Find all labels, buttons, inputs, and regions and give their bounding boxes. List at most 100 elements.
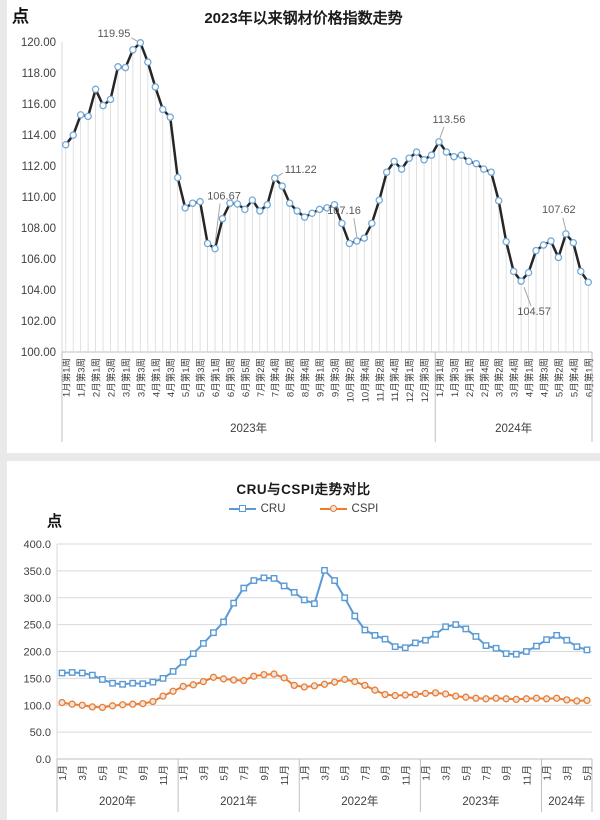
x-tick-label: 5月第2周 [553, 358, 565, 397]
series-CRU [58, 566, 591, 688]
x-tick-label: 7月第2周 [255, 358, 267, 397]
x-tick-label: 6月第3周 [225, 358, 237, 397]
y-tick-label: 112.00 [22, 161, 56, 173]
x-tick-label: 3月 [198, 765, 210, 781]
x-tick-label: 12月第1周 [404, 358, 416, 402]
x-tick-label: 5月 [582, 765, 594, 781]
y-tick-label: 150.0 [23, 673, 51, 685]
x-tick-label: 6月第1周 [210, 358, 222, 397]
x-tick-label: 2月第4周 [479, 358, 491, 397]
x-tick-label: 9月第1周 [315, 358, 327, 397]
x-tick-label: 1月 [178, 765, 190, 781]
x-tick-label: 8月第2周 [285, 358, 297, 397]
x-tick-label: 3月第2周 [494, 358, 506, 397]
year-group-label: 2022年 [341, 794, 378, 808]
x-tick-label: 5月 [219, 765, 231, 781]
legend-item-cru: CRU [228, 503, 286, 515]
y-tick-label: 120.00 [21, 37, 56, 49]
x-tick-label: 11月 [279, 765, 291, 785]
y-tick-label: 104.00 [21, 285, 56, 297]
cru-line-swatch-icon [228, 505, 256, 513]
x-tick-label: 7月 [239, 765, 251, 781]
plot-area: 120.00 118.00 116.00 114.00 112.00 110.00 108.… [21, 28, 595, 442]
legend-label-cspi: CSPI [351, 503, 379, 515]
y-tick-label: 200.0 [23, 647, 51, 659]
y-tick-label: 350.0 [23, 566, 51, 578]
y-axis-title-bottom: 点 [47, 513, 63, 530]
x-tick-label: 1月第3周 [76, 358, 88, 397]
y-tick-label: 118.00 [22, 68, 56, 80]
x-tick-label: 5月第1周 [180, 358, 192, 397]
x-tick-label: 9月 [380, 765, 392, 781]
x-tick-label: 1月第3周 [449, 358, 461, 397]
x-tick-label: 2月第1周 [91, 358, 103, 397]
x-tick-label: 2月第3周 [106, 358, 118, 397]
x-tick-label: 11月 [158, 765, 170, 785]
data-label: 106.67 [207, 191, 241, 203]
cru-cspi-chart-card: 点 CRU与CSPI走势对比 CRU CSPI 400.0 350.0 300.0 2… [7, 461, 600, 820]
x-tick-label: 9月 [138, 765, 150, 781]
x-tick-label: 10月第4周 [359, 358, 371, 402]
x-tick-label: 1月 [542, 765, 554, 781]
year-group-label: 2024年 [495, 421, 532, 435]
x-tick-label: 5月第3周 [195, 358, 207, 397]
y-tick-label: 116.00 [22, 99, 56, 111]
x-tick-label: 7月第4周 [270, 358, 282, 397]
x-tick-label: 3月第3周 [135, 358, 147, 397]
x-tick-label: 1月第1周 [61, 358, 73, 397]
x-tick-label: 1月第1周 [434, 358, 446, 397]
x-tick-label: 5月 [340, 765, 352, 781]
y-tick-label: 50.0 [30, 727, 51, 739]
steel-chart-canvas: 120.00 118.00 116.00 114.00 112.00 110.00 108.… [21, 28, 595, 442]
y-tick-label: 250.0 [23, 620, 51, 632]
x-tick-label: 10月第2周 [344, 358, 356, 402]
x-tick-label: 12月第3周 [419, 358, 431, 402]
y-tick-label: 400.0 [23, 539, 51, 551]
y-tick-label: 106.00 [21, 254, 56, 266]
x-tick-label: 5月 [461, 765, 473, 781]
x-tick-label: 4月第3周 [538, 358, 550, 397]
x-tick-label: 9月 [501, 765, 513, 781]
x-tick-label: 2月第1周 [464, 358, 476, 397]
series-钢材价格指数 [61, 39, 593, 286]
x-tick-label: 11月 [400, 765, 412, 785]
data-label: 113.56 [433, 114, 466, 126]
x-tick-label: 4月第3周 [165, 358, 177, 397]
x-tick-label: 7月 [118, 765, 130, 781]
year-group-label: 2020年 [99, 794, 136, 808]
cru-cspi-chart-canvas: 400.0 350.0 300.0 250.0 200.0 150.0 100.0 50.0 0… [23, 539, 594, 812]
x-tick-label: 3月 [562, 765, 574, 781]
y-tick-label: 300.0 [23, 593, 51, 605]
y-tick-label: 114.00 [22, 130, 56, 142]
data-label: 107.16 [327, 205, 361, 217]
cspi-line-swatch-icon [319, 505, 347, 513]
x-tick-label: 9月 [259, 765, 271, 781]
cru-cspi-chart-title: CRU与CSPI走势对比 [236, 482, 371, 497]
x-tick-label: 11月 [521, 765, 533, 785]
year-group-label: 2023年 [230, 421, 267, 435]
x-tick-label: 9月第3周 [329, 358, 341, 397]
x-tick-label: 1月 [299, 765, 311, 781]
x-tick-label: 5月 [97, 765, 109, 781]
data-label: 119.95 [98, 28, 131, 40]
steel-chart-title: 2023年以来钢材价格指数走势 [204, 10, 403, 27]
y-tick-label: 108.00 [21, 223, 56, 235]
legend-label-cru: CRU [260, 503, 286, 515]
plot-area: 400.0 350.0 300.0 250.0 200.0 150.0 100.0 50.0 0… [23, 539, 594, 812]
y-tick-label: 100.0 [23, 700, 51, 712]
x-tick-label: 5月第4周 [568, 358, 580, 397]
data-label: 111.22 [285, 164, 317, 176]
x-tick-label: 11月第4周 [389, 358, 401, 402]
x-tick-label: 3月第1周 [120, 358, 132, 397]
legend-item-cspi: CSPI [319, 503, 379, 515]
x-tick-label: 3月第4周 [509, 358, 521, 397]
legend: CRU CSPI [7, 503, 600, 515]
x-tick-label: 4月第1周 [524, 358, 536, 397]
x-tick-label: 7月 [360, 765, 372, 781]
y-tick-label: 110.00 [22, 192, 56, 204]
x-tick-label: 6月第1周 [583, 358, 595, 397]
y-axis-title-top: 点 [12, 7, 29, 26]
x-tick-label: 4月第1周 [150, 358, 162, 397]
x-tick-label: 3月 [320, 765, 332, 781]
